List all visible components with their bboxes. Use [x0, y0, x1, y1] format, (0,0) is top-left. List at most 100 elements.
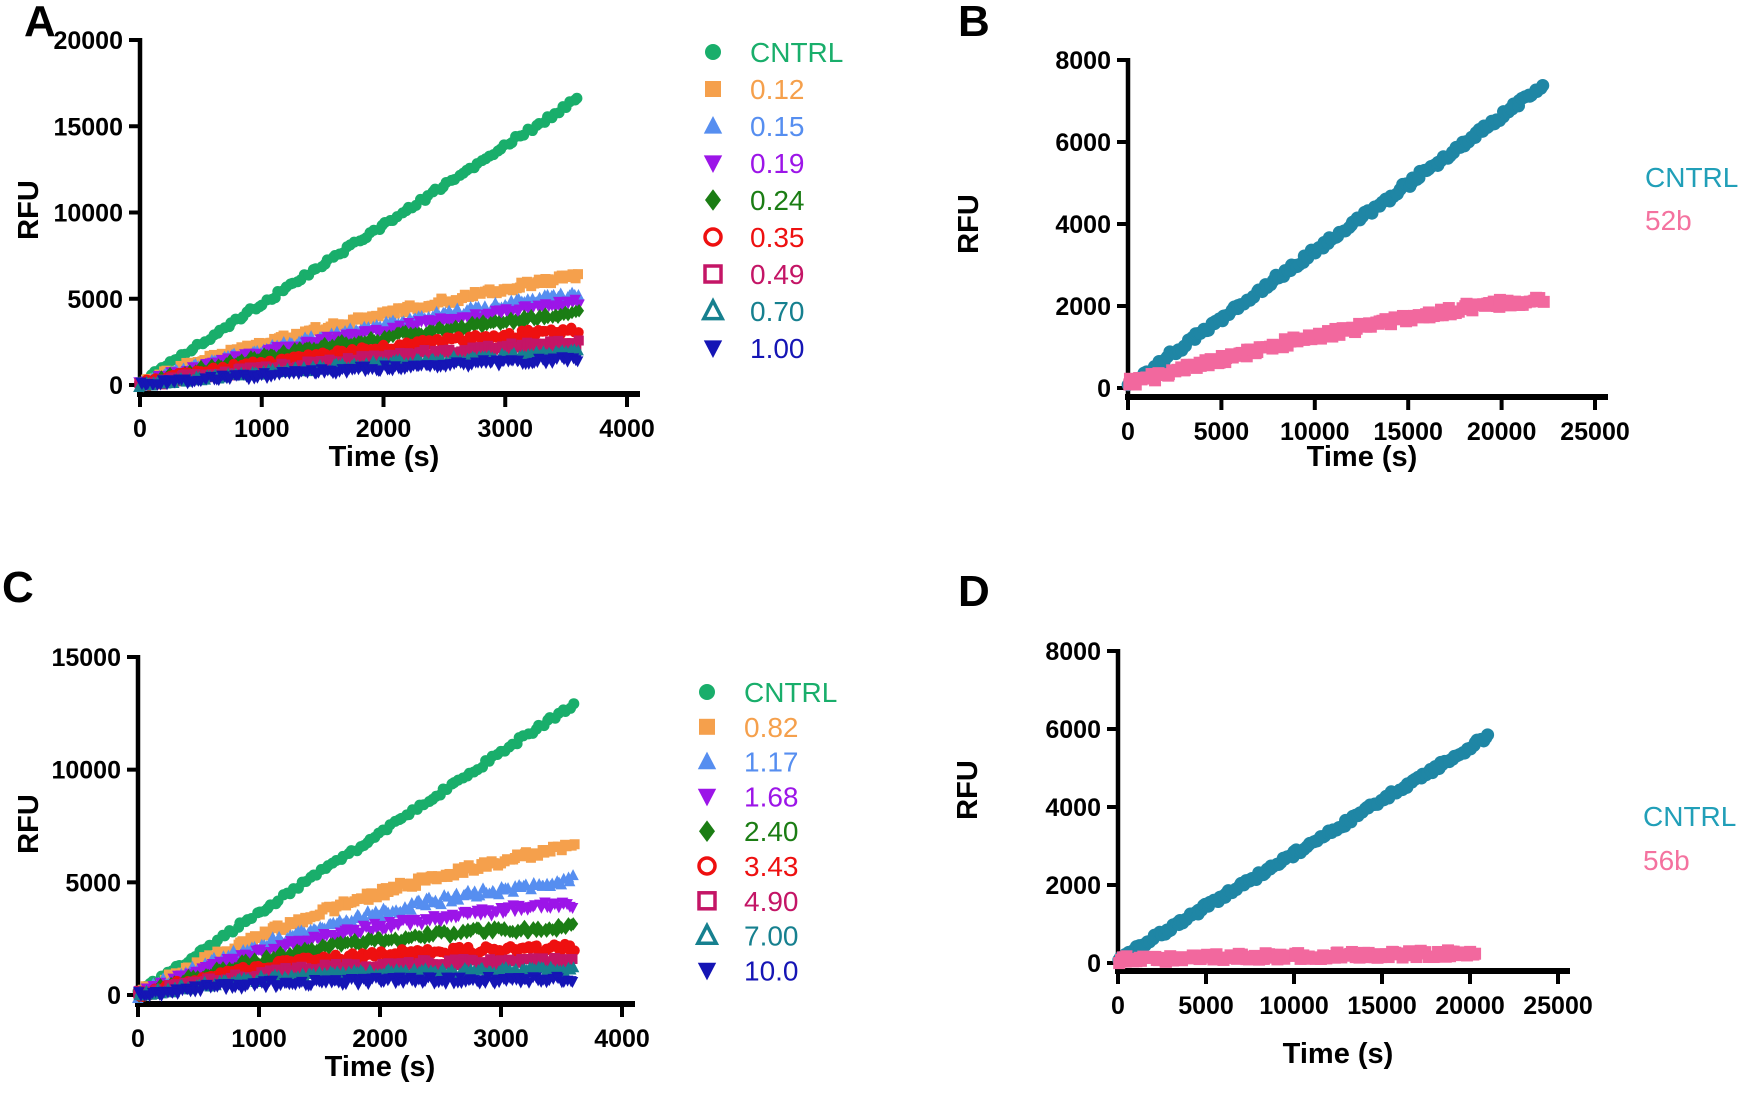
legend: CNTRL 52b	[1645, 162, 1738, 236]
legend-marker-0.82	[699, 718, 715, 735]
x-tick-label: 15000	[1373, 418, 1443, 446]
data-point	[458, 867, 469, 878]
data-point	[566, 977, 579, 989]
legend-label-1.17: 1.17	[744, 747, 799, 778]
legend-marker-CNTRL	[705, 44, 721, 60]
x-tick-label: 1000	[231, 1025, 287, 1053]
x-tick-label: 10000	[1259, 992, 1329, 1020]
x-tick-label: 3000	[473, 1025, 529, 1053]
data-point	[419, 899, 432, 911]
data-point	[400, 307, 411, 318]
data-point	[533, 850, 544, 861]
data-point	[548, 275, 559, 286]
data-point	[277, 948, 288, 962]
data-point	[330, 958, 341, 969]
y-tick-label: 20000	[53, 27, 123, 55]
data-point	[392, 883, 403, 894]
legend-label-3.43: 3.43	[744, 851, 799, 882]
data-point	[310, 322, 321, 333]
data-point	[336, 939, 347, 953]
data-point	[523, 925, 534, 940]
panel-label-C: C	[2, 563, 34, 612]
data-point	[240, 940, 251, 951]
data-point	[375, 351, 386, 362]
data-point	[1537, 295, 1550, 308]
legend-label-52b: 52b	[1645, 205, 1692, 236]
data-point	[389, 308, 400, 319]
data-point	[467, 955, 478, 966]
data-point	[1481, 728, 1495, 742]
data-point	[342, 353, 353, 364]
legend-marker-4.90	[697, 891, 717, 911]
legend-marker-1.68	[697, 788, 717, 807]
data-point	[224, 373, 236, 385]
legend: CNTRL 56b	[1643, 801, 1736, 876]
legend-label-0.19: 0.19	[750, 148, 805, 179]
data-point	[520, 878, 532, 890]
y-axis-title: RFU	[13, 180, 45, 240]
legend-marker-0.49	[703, 264, 723, 284]
x-tick-label: 15000	[1347, 992, 1417, 1020]
y-tick-label: 10000	[53, 200, 123, 228]
data-point	[452, 893, 465, 905]
x-tick-label: 4000	[599, 415, 655, 443]
y-tick-label: 4000	[1045, 794, 1101, 822]
x-axis-title: Time (s)	[325, 1051, 436, 1083]
data-point	[571, 340, 582, 351]
data-point	[371, 892, 382, 903]
x-tick-label: 2000	[352, 1025, 408, 1053]
x-axis-title: Time (s)	[1283, 1038, 1394, 1070]
x-tick-label: 0	[1121, 418, 1135, 446]
legend-label-56b: 56b	[1643, 845, 1690, 876]
data-point	[419, 931, 430, 945]
chart-B: 0 5000 10000 15000 20000 25000 0 2000 4000 6000 80…	[953, 47, 1738, 473]
data-point	[473, 921, 484, 936]
y-tick-label: 2000	[1055, 293, 1111, 321]
data-point	[483, 921, 494, 935]
data-point	[550, 952, 561, 963]
data-point	[572, 344, 584, 356]
legend-label-7.00: 7.00	[744, 921, 799, 952]
legend-label-0.82: 0.82	[744, 712, 799, 743]
y-axis-title: RFU	[952, 760, 984, 820]
legend-label-1.00: 1.00	[750, 333, 805, 364]
data-point	[483, 340, 494, 351]
legend-label-10.0: 10.0	[744, 955, 799, 986]
y-tick-label: 5000	[67, 286, 123, 314]
legend-marker-0.19	[703, 155, 723, 173]
y-axis-title: RFU	[953, 194, 985, 254]
data-point	[567, 961, 580, 973]
x-tick-label: 0	[131, 1025, 145, 1053]
data-point	[573, 327, 584, 338]
data-point	[521, 847, 532, 858]
y-tick-label: 0	[1097, 375, 1111, 403]
x-tick-label: 0	[1111, 992, 1125, 1020]
data-point	[445, 972, 457, 984]
legend-marker-3.43	[697, 856, 717, 876]
y-tick-label: 0	[109, 372, 123, 400]
y-tick-label: 15000	[53, 113, 123, 141]
x-tick-label: 3000	[477, 415, 533, 443]
data-point	[571, 92, 583, 104]
data-point	[1536, 79, 1550, 93]
data-point	[573, 335, 584, 346]
legend-label-1.68: 1.68	[744, 781, 799, 812]
data-point	[411, 880, 422, 891]
data-point	[405, 903, 417, 915]
data-point	[255, 932, 266, 943]
x-tick-label: 25000	[1560, 418, 1630, 446]
legend-marker-CNTRL	[699, 684, 715, 700]
data-point	[440, 978, 452, 990]
data-point	[494, 309, 507, 321]
data-point	[567, 869, 579, 881]
panel-A: 0 1000 2000 3000 4000 0 5000 10000 15000 20000 Tim…	[0, 0, 880, 480]
data-point	[507, 885, 520, 897]
chart-C: 0 1000 2000 3000 4000 0 5000 10000 15000 Time (s)…	[13, 644, 837, 1083]
data-point	[425, 972, 437, 984]
data-point	[383, 958, 394, 969]
data-point	[281, 922, 292, 933]
legend-label-0.35: 0.35	[750, 222, 805, 253]
data-point	[556, 301, 569, 313]
data-point	[383, 886, 394, 897]
